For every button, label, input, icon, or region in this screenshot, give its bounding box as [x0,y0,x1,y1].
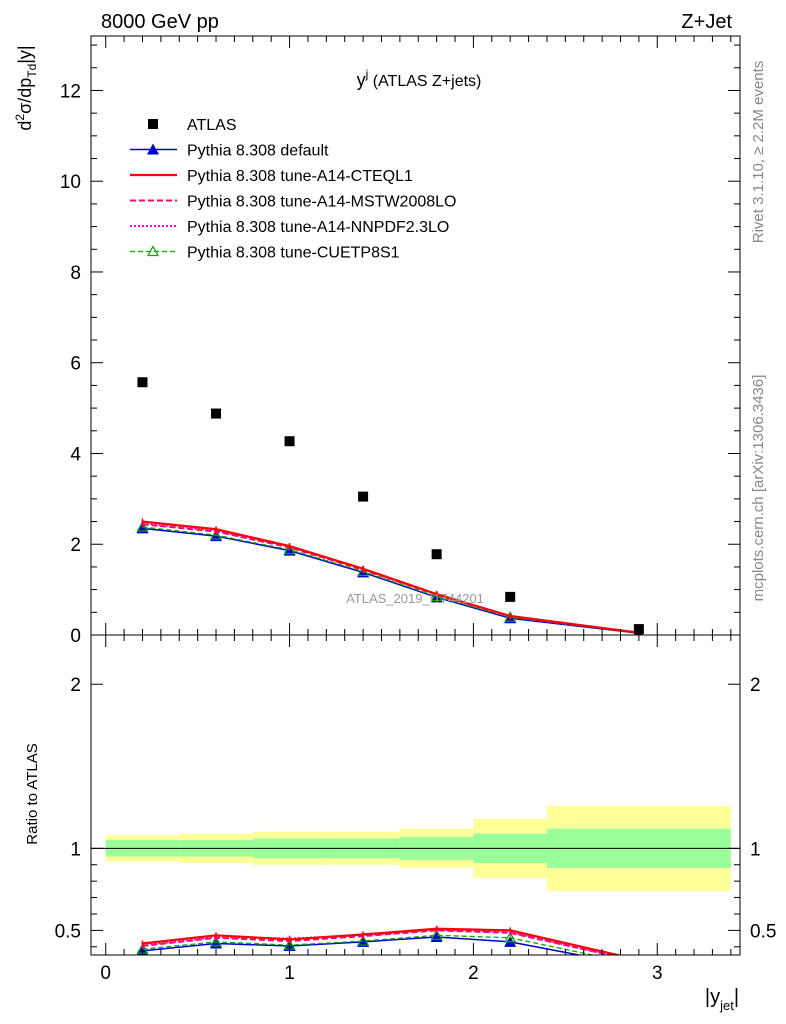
y-tick-label: 10 [60,172,81,193]
x-axis-label: |yjet| [705,986,739,1013]
y-tick-label: 8 [70,263,81,284]
series-line-default [142,527,639,634]
y-tick-label: 2 [70,535,81,556]
data-point-cuetp [283,543,296,555]
ratio-y-tick-label-left: 1 [70,839,81,860]
data-point-atlas [284,436,295,447]
series-line-cuetp [142,526,639,634]
ratio-point-cuetp [634,960,644,969]
legend-marker-atlas [148,119,158,129]
data-point-atlas [505,591,516,602]
x-tick-label: 1 [284,963,295,984]
header-left: 8000 GeV pp [101,11,219,33]
top-ylabel: d2σ/dpTd|y| [13,45,39,130]
legend-entry-cteql1: Pythia 8.308 tune-A14-CTEQL1 [130,168,413,185]
legend-marker-cuetp [146,245,160,257]
x-tick-label: 3 [652,963,663,984]
data-point-atlas [137,377,148,388]
plot-title-sup: j [365,67,369,81]
ratio-point-default [633,960,645,971]
plot-title-main: y [357,70,366,90]
y-tick-label: 4 [70,444,81,465]
data-point-atlas [431,549,442,560]
mcplots-label: mcplots.cern.ch [arXiv:1306.3436] [750,375,767,602]
ratio-line-cuetp [142,934,596,955]
legend-entry-atlas: ATLAS [148,117,237,134]
legend-label-cteql1: Pythia 8.308 tune-A14-CTEQL1 [187,168,413,185]
legend: ATLAS Pythia 8.308 default Pythia 8.308 tu… [130,117,456,262]
legend-label-mstw: Pythia 8.308 tune-A14-MSTW2008LO [187,194,456,211]
data-point-cuetp [210,528,223,540]
y-tick-label: 0 [70,626,81,647]
legend-entry-cuetp: Pythia 8.308 tune-CUETP8S1 [130,245,400,262]
ratio-point-cuetp [210,935,223,947]
legend-label-atlas: ATLAS [187,117,237,134]
legend-marker-default [147,143,159,155]
y-tick-label: 6 [70,354,81,375]
ratio-point-cuetp [504,931,517,943]
watermark-label: ATLAS_2019_I1744201 [346,591,484,606]
ratio-y-tick-label-right: 1 [750,839,761,860]
main-plot-panel: 0 2 4 6 8 10 12 ATLAS_2019_I1744201 yj (ATLAS … [13,35,741,647]
header-right: Z+Jet [681,11,732,33]
ratio-point-default [357,935,370,947]
rivet-label: Rivet 3.1.10, ≥ 2.2M events [750,61,767,244]
ratio-point-cuetp [430,929,443,940]
data-point-atlas [211,408,222,419]
legend-label-cuetp: Pythia 8.308 tune-CUETP8S1 [187,245,400,262]
ratio-plot-panel: 0 1 2 3 0.5 0.5 1 1 2 2 Ratio to ATLAS |yjet| [24,634,776,1013]
ratio-y-tick-label-right: 2 [750,675,761,696]
legend-entry-default: Pythia 8.308 default [130,143,329,160]
ratio-plot-frame [90,634,741,956]
y-tick-label: 12 [60,81,81,102]
plot-title-rest: (ATLAS Z+jets) [368,73,481,90]
ratio-point-cuetp [357,934,370,946]
data-point-cuetp [136,520,149,532]
data-point-atlas [358,491,369,502]
ratio-y-tick-label-left: 2 [70,675,81,696]
legend-label-default: Pythia 8.308 default [187,143,329,160]
legend-entry-nnpdf: Pythia 8.308 tune-A14-NNPDF2.3LO [130,219,449,236]
ratio-y-tick-label-right: 0.5 [750,921,776,942]
plot-title: yj (ATLAS Z+jets) [357,67,482,90]
x-tick-label: 0 [100,963,111,984]
legend-label-nnpdf: Pythia 8.308 tune-A14-NNPDF2.3LO [187,219,449,236]
ratio-ylabel: Ratio to ATLAS [24,743,41,844]
ratio-y-tick-label-left: 0.5 [55,921,81,942]
x-tick-label: 2 [468,963,479,984]
legend-entry-mstw: Pythia 8.308 tune-A14-MSTW2008LO [130,194,456,211]
